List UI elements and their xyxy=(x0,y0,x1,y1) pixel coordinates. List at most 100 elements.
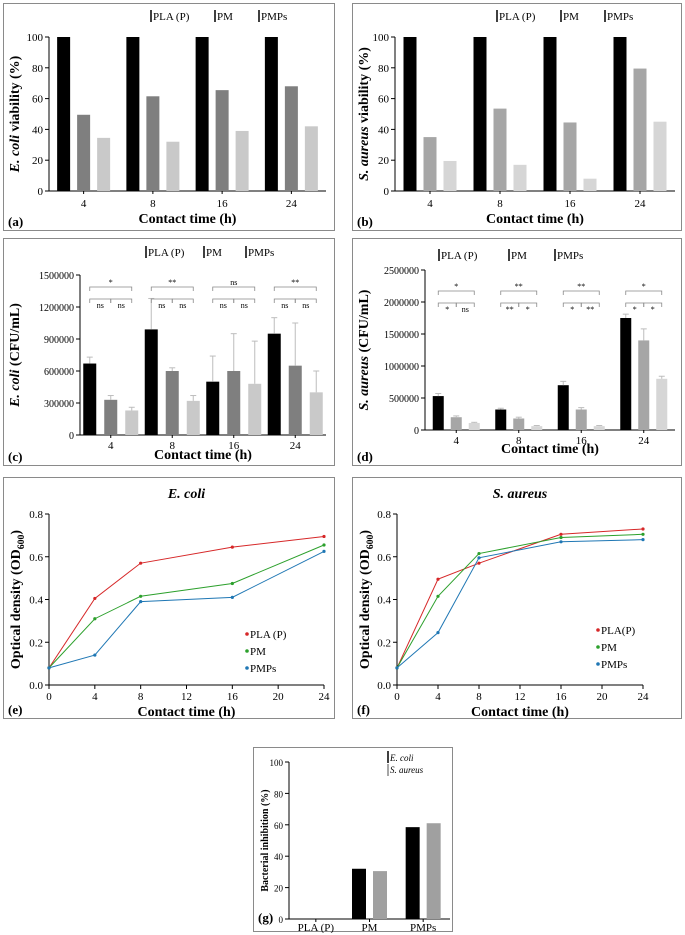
legend-label: PM xyxy=(511,250,527,262)
y-tick-label: 900000 xyxy=(44,335,74,346)
data-point xyxy=(436,577,440,581)
x-tick-label: 24 xyxy=(319,691,331,703)
chart-g: 0 20 40 60 80 100 PLA (P) PM PMPs Bacterial inhib… xyxy=(258,751,450,933)
bar xyxy=(450,417,462,430)
y-axis-label-unit: (CFU/mL) xyxy=(8,303,23,370)
significance-label: ** xyxy=(515,282,523,291)
y-tick-label: 0.6 xyxy=(377,552,391,564)
significance-bracket xyxy=(562,290,600,295)
legend-label: PMPs xyxy=(248,247,274,259)
bar xyxy=(563,122,577,191)
significance-label: ns xyxy=(97,301,104,310)
bar xyxy=(493,108,507,191)
y-tick-label: 0 xyxy=(38,186,44,198)
y-tick-label: 0 xyxy=(384,186,390,198)
significance-bracket xyxy=(89,286,133,291)
significance-bracket xyxy=(273,286,317,291)
y-axis-label-organism: E. coli xyxy=(8,369,23,407)
panel-label: (b) xyxy=(357,214,373,229)
data-point xyxy=(139,600,143,604)
x-axis-label: Contact time (h) xyxy=(471,705,569,720)
y-tick-label: 80 xyxy=(32,63,44,75)
x-axis-label: Contact time (h) xyxy=(501,442,599,457)
y-tick-label: 1500000 xyxy=(39,271,74,282)
significance-label: * xyxy=(633,305,637,314)
significance-label: ns xyxy=(462,305,469,314)
x-tick-label: 16 xyxy=(565,198,577,210)
y-tick-label: 1500000 xyxy=(384,330,419,341)
panel-d: 0 500000 1000000 1500000 2000000 2500000 4 * * ns… xyxy=(352,238,682,466)
y-tick-label: 2500000 xyxy=(384,266,419,277)
chart-title: S. aureus xyxy=(493,487,548,502)
significance-bracket xyxy=(233,298,256,303)
bar xyxy=(653,121,667,191)
y-axis-label: E. coli viability (%) xyxy=(8,55,23,173)
y-tick-label: 300000 xyxy=(44,399,74,410)
x-tick-label: 8 xyxy=(516,435,522,447)
legend-label: PMPs xyxy=(261,11,287,23)
panel-a: 0 20 40 60 80 100 4 8 16 24 Contact time (h) E. col… xyxy=(3,3,335,231)
x-axis-label: Contact time (h) xyxy=(486,212,584,227)
data-point xyxy=(559,540,563,544)
data-point xyxy=(322,549,326,554)
x-tick-label: 8 xyxy=(476,691,482,703)
panel-label: (c) xyxy=(8,449,22,464)
bar xyxy=(403,37,417,191)
panel-c: 0 300000 600000 900000 1200000 1500000 4 * ns ns 8… xyxy=(3,238,335,466)
bar xyxy=(248,383,262,435)
bar xyxy=(352,868,366,919)
x-tick-label: 8 xyxy=(150,198,156,210)
y-tick-label: 0 xyxy=(279,915,284,925)
chart-f: 0 4 8 12 16 20 24 0.0 0.2 0.4 0.6 0.8 PLA(P) PM PMPs S.… xyxy=(357,487,650,720)
x-tick-label: PLA (P) xyxy=(298,922,335,933)
bar xyxy=(146,96,160,191)
bar xyxy=(468,422,480,430)
data-point xyxy=(93,617,97,621)
bar xyxy=(83,363,97,435)
y-axis-label-ylabel_sub: 600 xyxy=(16,535,27,550)
data-point xyxy=(641,527,645,531)
x-tick-label: 4 xyxy=(92,691,98,703)
bar xyxy=(104,399,118,435)
data-point xyxy=(395,666,399,670)
legend-label: PLA (P) xyxy=(153,11,190,23)
x-tick-label: 24 xyxy=(638,691,650,703)
bar xyxy=(309,392,323,435)
legend-label: PMPs xyxy=(557,250,583,262)
y-axis-label-ylabel_sub: 600 xyxy=(365,535,376,550)
significance-label: ns xyxy=(241,301,248,310)
x-tick-label: 0 xyxy=(46,691,52,703)
bar xyxy=(206,381,220,435)
bar xyxy=(125,410,139,435)
y-tick-label: 100 xyxy=(373,32,390,44)
legend-label: PLA (P) xyxy=(148,247,185,259)
bar xyxy=(284,86,298,191)
data-point xyxy=(436,631,440,635)
significance-label: * xyxy=(454,282,458,291)
data-point xyxy=(139,594,143,598)
bar xyxy=(97,137,111,191)
panel-label: (d) xyxy=(357,449,373,464)
y-axis-label-unit: viability (%) xyxy=(8,55,23,135)
x-axis-label: Contact time (h) xyxy=(138,705,236,720)
data-point xyxy=(322,543,326,547)
significance-bracket xyxy=(171,298,194,303)
y-tick-label: 0.2 xyxy=(377,637,391,649)
y-tick-label: 40 xyxy=(274,852,284,862)
y-tick-label: 0.0 xyxy=(377,680,391,692)
bar xyxy=(443,160,457,191)
bar xyxy=(633,68,647,191)
bar xyxy=(126,37,140,191)
significance-label: ns xyxy=(220,301,227,310)
significance-label: ns xyxy=(179,301,186,310)
significance-label: ns xyxy=(158,301,165,310)
chart-c: 0 300000 600000 900000 1200000 1500000 4 * ns ns 8… xyxy=(8,246,326,464)
legend-marker xyxy=(245,649,249,653)
y-axis-label: Optical density (OD600) xyxy=(9,530,27,669)
data-point xyxy=(322,534,326,539)
legend-label: PM xyxy=(206,247,222,259)
x-tick-label: 8 xyxy=(138,691,144,703)
y-tick-label: 60 xyxy=(378,94,390,106)
bar xyxy=(144,329,158,435)
y-tick-label: 0.6 xyxy=(29,552,43,564)
